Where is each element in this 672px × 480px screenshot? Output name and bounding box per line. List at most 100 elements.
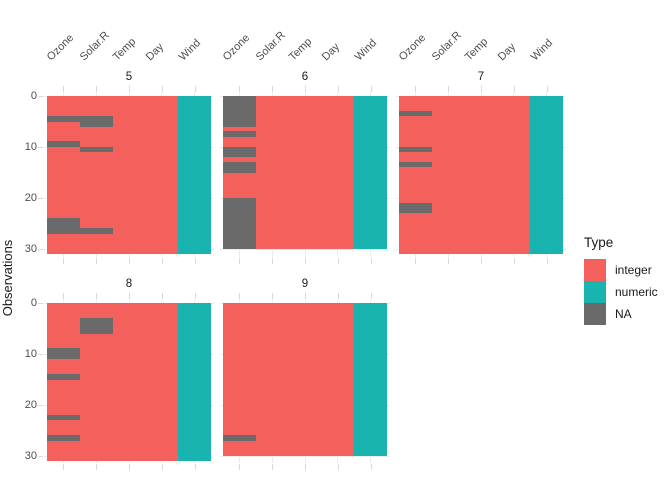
x-axis-tick — [546, 258, 548, 264]
x-axis-tick — [239, 464, 241, 470]
column-label-day: Day — [143, 40, 166, 64]
x-axis-tick — [194, 258, 196, 264]
x-axis-tick — [239, 293, 241, 299]
na-cell-Solar.R-5 — [79, 115, 113, 122]
y-axis-tick — [38, 353, 43, 355]
y-tick-label: 30 — [24, 242, 37, 255]
column-label-wind: Wind — [176, 37, 203, 64]
x-axis-tick — [370, 293, 372, 299]
legend-title: Type — [584, 235, 614, 250]
legend-label-na: NA — [615, 307, 632, 321]
na-cell-Ozone-27 — [47, 435, 80, 441]
x-axis-tick — [305, 258, 306, 264]
facet-panel-6 — [220, 93, 390, 257]
x-axis-tick — [194, 86, 196, 92]
column-label-wind: Wind — [352, 37, 379, 64]
x-axis-tick — [481, 258, 482, 264]
na-cell-Ozone-5 — [47, 115, 80, 122]
x-axis-tick — [272, 293, 274, 299]
na-cell-Ozone-24 — [223, 212, 256, 219]
x-axis-tick — [370, 464, 372, 470]
na-cell-Ozone-29 — [223, 238, 256, 244]
na-cell-Ozone-15 — [223, 166, 256, 173]
x-axis-tick — [337, 464, 339, 470]
y-tick-label: 0 — [30, 296, 37, 309]
na-cell-Ozone-10 — [47, 348, 80, 355]
y-axis-tick — [38, 197, 43, 199]
column-label-temp: Temp — [286, 35, 315, 64]
na-cell-Ozone-25 — [223, 217, 256, 224]
facet-panel-8 — [44, 300, 214, 463]
y-axis-tick — [38, 146, 43, 148]
facet-strip-label-9: 9 — [301, 278, 309, 290]
x-axis-tick — [305, 293, 306, 299]
x-axis-tick — [481, 86, 482, 92]
x-axis-tick — [337, 293, 339, 299]
na-cell-Ozone-11 — [223, 146, 256, 153]
x-axis-tick — [161, 464, 163, 470]
x-axis-tick — [448, 258, 450, 264]
na-cell-Solar.R-6 — [79, 328, 113, 334]
na-cell-Ozone-3 — [223, 105, 256, 112]
gridline — [220, 248, 390, 250]
na-cell-Ozone-14 — [399, 161, 432, 168]
column-label-ozone: Ozone — [45, 31, 77, 64]
bar-segment-numeric — [354, 95, 387, 249]
y-axis-tick — [38, 302, 43, 304]
x-axis-tick — [96, 258, 98, 264]
column-label-temp: Temp — [462, 35, 491, 64]
x-axis-tick — [129, 258, 130, 264]
na-cell-Ozone-15 — [47, 373, 80, 380]
column-label-ozone: Ozone — [221, 31, 253, 64]
y-axis-tick — [38, 455, 43, 457]
na-cell-Solar.R-27 — [79, 228, 113, 234]
x-axis-tick — [546, 86, 548, 92]
x-axis-tick — [370, 258, 372, 264]
na-cell-Ozone-25 — [47, 217, 80, 224]
na-cell-Ozone-21 — [223, 197, 256, 204]
x-axis-tick — [161, 293, 163, 299]
na-cell-Ozone-27 — [223, 228, 256, 234]
x-axis-tick — [415, 86, 417, 92]
x-axis-tick — [448, 86, 450, 92]
legend-item-numeric: numeric — [584, 281, 658, 303]
bar-segment-integer — [223, 302, 355, 456]
y-tick-label: 10 — [24, 347, 37, 360]
na-cell-Ozone-1 — [223, 95, 256, 102]
x-axis-tick — [63, 86, 65, 92]
na-cell-Ozone-26 — [223, 223, 256, 229]
na-cell-Ozone-5 — [223, 115, 256, 122]
legend-swatch-na-icon — [584, 303, 606, 325]
na-cell-Ozone-11 — [47, 353, 80, 360]
x-axis-tick — [239, 258, 241, 264]
x-axis-tick — [272, 86, 274, 92]
x-axis-tick — [272, 464, 274, 470]
na-cell-Solar.R-11 — [79, 146, 113, 153]
na-cell-Ozone-4 — [399, 110, 432, 117]
na-cell-Ozone-23 — [399, 207, 432, 214]
x-axis-tick — [415, 258, 417, 264]
x-axis-tick — [337, 86, 339, 92]
facet-panel-7 — [396, 93, 566, 257]
na-cell-Ozone-26 — [47, 223, 80, 229]
na-cell-Ozone-22 — [223, 202, 256, 209]
y-tick-label: 30 — [24, 449, 37, 462]
column-label-day: Day — [319, 40, 342, 64]
y-tick-label: 20 — [24, 398, 37, 411]
na-cell-Ozone-10 — [47, 141, 80, 148]
x-axis-tick — [96, 464, 98, 470]
y-tick-label: 20 — [24, 191, 37, 204]
na-cell-Ozone-2 — [223, 100, 256, 107]
column-label-wind: Wind — [528, 37, 555, 64]
x-axis-tick — [513, 86, 515, 92]
x-axis-tick — [194, 464, 196, 470]
na-cell-Ozone-30 — [223, 243, 256, 250]
bar-segment-numeric — [354, 302, 387, 456]
x-axis-tick — [96, 293, 98, 299]
na-cell-Ozone-14 — [223, 161, 256, 168]
column-label-solar-r: Solar.R — [77, 29, 112, 64]
x-axis-tick — [194, 293, 196, 299]
column-label-day: Day — [495, 40, 518, 64]
x-axis-tick — [161, 258, 163, 264]
x-axis-tick — [337, 258, 339, 264]
